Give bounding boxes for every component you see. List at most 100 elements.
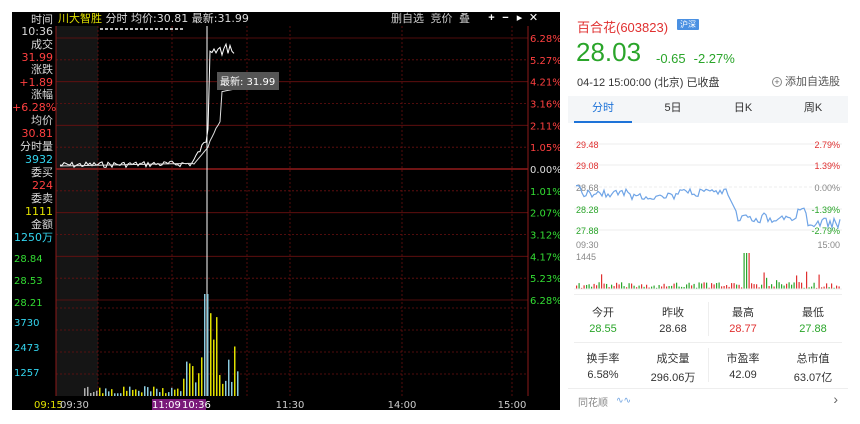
intraday-volume-bar <box>621 282 623 289</box>
premarket-dot <box>165 28 168 30</box>
intraday-volume-bar <box>778 282 780 289</box>
tab-intraday[interactable]: 分时 <box>568 96 638 123</box>
close-button[interactable]: ✕ <box>528 12 539 24</box>
pct-tick-label: 0.00% <box>530 165 560 176</box>
intraday-volume-bar <box>678 286 680 289</box>
market-badge: 沪深 <box>677 19 699 30</box>
pct-tick-label: 5.27% <box>530 56 560 67</box>
price-axis-label: 29.48 <box>576 140 599 150</box>
latest-price-label: 最新: <box>191 12 218 25</box>
intraday-volume-bar <box>693 283 695 289</box>
avg-price-label: 均价: <box>131 12 157 25</box>
terminal-links: 删自选 竞价 叠 <box>391 13 473 25</box>
plus-circle-icon: + <box>772 77 782 87</box>
intraday-volume-bar <box>816 287 818 289</box>
intraday-volume-bar <box>813 282 815 289</box>
premarket-dot <box>130 28 133 30</box>
intraday-volume-bar <box>726 285 728 289</box>
volume-bar <box>153 386 155 396</box>
volume-bar <box>198 373 200 396</box>
change-label: 涨跌 <box>31 63 53 76</box>
chevron-right-icon[interactable]: › <box>833 391 838 407</box>
change-amount: -0.65 <box>656 51 686 66</box>
pct-axis-label: 2.79% <box>814 140 840 150</box>
time-end-label: 15:00 <box>817 240 840 250</box>
intraday-volume-bar <box>773 286 775 289</box>
stat-volume: 成交量 296.06万 <box>650 353 696 384</box>
premarket-dot <box>170 28 173 30</box>
tab-daily-k[interactable]: 日K <box>733 102 753 114</box>
tab-5day[interactable]: 5日 <box>664 102 682 114</box>
price-axis-label: 27.88 <box>576 226 599 236</box>
intraday-volume-bar <box>823 286 825 289</box>
time-tick-label: 09:15 <box>34 400 63 410</box>
pct-axis-label: -1.39% <box>811 205 840 215</box>
stat-high: 最高 28.77 <box>729 307 757 335</box>
premarket-dot <box>100 28 103 30</box>
intraday-volume-bar <box>768 286 770 289</box>
zoom-out-button[interactable]: − <box>502 12 509 24</box>
remove-favorite-link[interactable]: 删自选 <box>391 12 424 25</box>
intraday-volume-bar <box>833 287 835 289</box>
volume-bar <box>207 294 209 396</box>
time-tick-label: 10:36 <box>182 400 211 410</box>
add-favorite-button[interactable]: + 添加自选股 <box>772 73 840 89</box>
intraday-volume-bar <box>766 277 768 289</box>
latest-price: 31.99 <box>217 12 249 25</box>
intraday-volume-bar <box>633 285 635 289</box>
auction-link[interactable]: 竞价 <box>430 12 453 25</box>
volume-bar <box>144 386 146 396</box>
intraday-volume-bar <box>636 287 638 289</box>
intraday-volume-bar <box>643 286 645 289</box>
stats-vdivider-2 <box>708 348 709 382</box>
volume-bar <box>156 388 158 396</box>
premarket-dot <box>175 28 178 30</box>
overlay-link[interactable]: 叠 <box>459 12 470 25</box>
pct-tick-label: 6.28% <box>530 34 560 45</box>
intraday-volume-bar <box>626 287 628 289</box>
expand-button[interactable]: ▸ <box>516 12 523 24</box>
current-price: 28.03 <box>576 37 642 67</box>
bid-label: 委买 <box>31 166 53 179</box>
intraday-volume-bar <box>728 286 730 289</box>
volume-bar <box>183 378 185 396</box>
intraday-volume-bar <box>638 285 640 289</box>
intraday-volume-bar <box>738 284 740 289</box>
tab-weekly-k[interactable]: 周K <box>803 102 823 114</box>
volume-bar <box>123 386 125 396</box>
intraday-volume-bar <box>698 282 700 289</box>
amount-label: 金额 <box>31 218 53 231</box>
intraday-volume-bar <box>583 285 585 289</box>
volume-bar <box>141 392 143 396</box>
intraday-volume-bar <box>596 285 598 289</box>
volume-bar <box>195 382 197 396</box>
intraday-volume-bar <box>671 285 673 289</box>
time-tick-label: 11:09 <box>152 400 181 410</box>
time-highlight <box>152 399 206 410</box>
stock-title[interactable]: 百合花(603823) <box>577 20 669 35</box>
intraday-volume-bar <box>821 287 823 289</box>
avg-value: 30.81 <box>21 127 54 140</box>
intraday-volume-bar <box>731 283 733 289</box>
source-footer[interactable]: 同花顺 ∿∿ › <box>568 388 848 410</box>
premarket-dot <box>180 28 183 30</box>
intraday-volume-bar <box>756 284 758 289</box>
intraday-price-line <box>575 184 841 230</box>
intraday-volume-bar <box>648 287 650 289</box>
volume-bar <box>129 386 131 396</box>
intraday-volume-bar <box>618 284 620 289</box>
intraday-volume-bar <box>591 286 593 289</box>
tooltip-text: 最新: 31.99 <box>220 75 275 88</box>
volume-bar <box>237 371 239 396</box>
volume-bar <box>90 393 92 396</box>
price-change: -0.65 -2.27% <box>656 51 743 66</box>
intraday-volume-bar <box>828 287 830 289</box>
zoom-in-button[interactable]: + <box>488 12 495 24</box>
volume-bar <box>177 388 179 396</box>
volume-bar <box>114 393 116 396</box>
ask-value: 1111 <box>25 205 53 218</box>
intraday-volume-bar <box>616 282 618 289</box>
intraday-volume-bar <box>641 284 643 289</box>
terminal-top-bar: 川大智胜 分时 均价:30.81 最新:31.99 删自选 竞价 叠 + − ▸… <box>56 12 560 26</box>
volume-bar <box>234 346 236 396</box>
